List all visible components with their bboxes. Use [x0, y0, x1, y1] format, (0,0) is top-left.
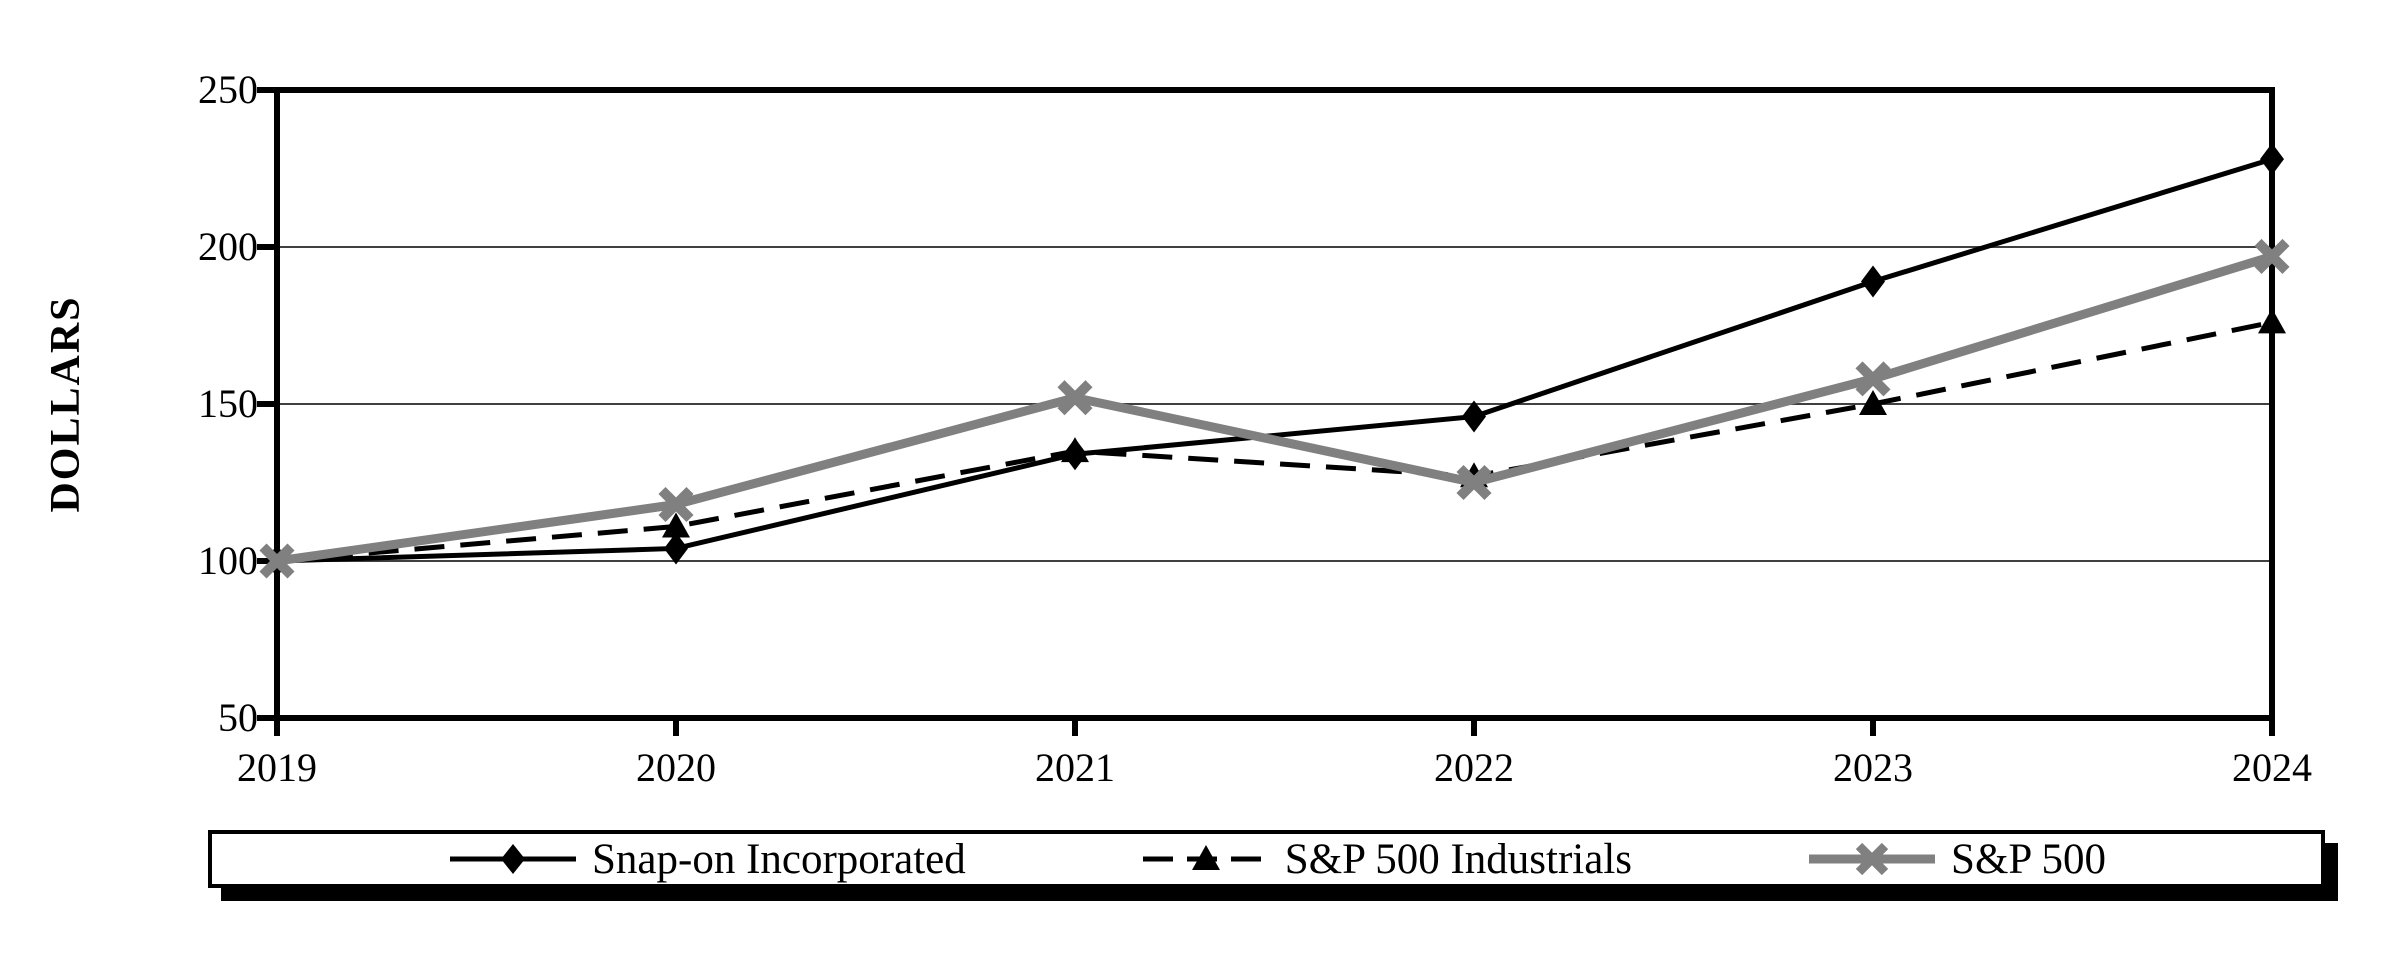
diamond-marker: [2260, 143, 2284, 176]
y-tick-label: 250: [198, 67, 258, 112]
x-tick-label: 2019: [237, 745, 317, 790]
legend: Snap-on Incorporated S&P 500 Industrials S…: [208, 830, 2325, 888]
x-tick-label: 2020: [636, 745, 716, 790]
series-line-snap-on-incorporated: [276, 156, 2273, 564]
triangle-marker: [1859, 390, 1887, 415]
x-tick-label: 2024: [2232, 745, 2312, 790]
y-tick-label: 100: [198, 538, 258, 583]
x-marker: [1855, 361, 1891, 397]
diamond-marker: [664, 532, 688, 565]
legend-sample-x-line: [1809, 842, 1936, 876]
y-tick-label: 50: [218, 695, 258, 740]
legend-label-s-p-500-industrials: S&P 500 Industrials: [1284, 835, 1632, 883]
legend-item-s-p-500: S&P 500: [1809, 835, 2106, 884]
legend-sample-diamond-line: [450, 844, 576, 874]
y-tick-label: 200: [198, 224, 258, 269]
series-line-s-p-500: [276, 252, 2274, 566]
x-marker-icon: [1855, 842, 1889, 876]
x-tick-label: 2022: [1434, 745, 1514, 790]
legend-label-snap-on-incorporated: Snap-on Incorporated: [592, 835, 966, 883]
legend-item-snap-on-incorporated: Snap-on Incorporated: [450, 835, 966, 884]
legend-item-s-p-500-industrials: S&P 500 Industrials: [1142, 835, 1632, 884]
x-tick-label: 2023: [1833, 745, 1913, 790]
legend-label-s-p-500: S&P 500: [1951, 835, 2106, 883]
series-line-s-p-500-industrials: [276, 319, 2273, 564]
x-marker: [1057, 380, 1093, 416]
x-marker: [658, 486, 694, 523]
diamond-marker-icon: [501, 844, 525, 874]
x-marker: [1456, 464, 1492, 501]
y-tick-label: 150: [198, 381, 258, 426]
legend-sample-triangle-line: [1142, 845, 1269, 870]
triangle-marker: [1061, 437, 1089, 463]
x-marker: [259, 543, 295, 579]
diamond-marker: [1462, 400, 1486, 433]
triangle-marker: [662, 512, 690, 538]
triangle-marker-icon: [1191, 845, 1220, 870]
triangle-marker: [2258, 308, 2286, 334]
diamond-marker: [1861, 265, 1885, 298]
x-marker: [2254, 238, 2290, 274]
x-tick-label: 2021: [1035, 745, 1115, 790]
